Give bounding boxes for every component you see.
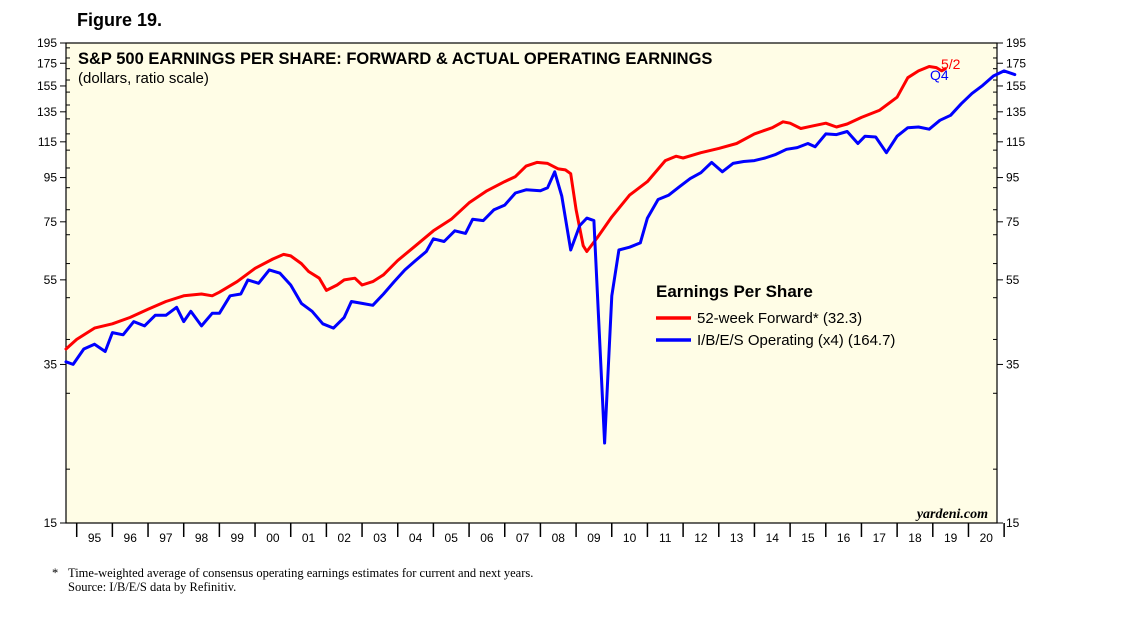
series-line-forward xyxy=(64,65,947,351)
y-tick-label-left: 75 xyxy=(44,215,58,229)
y-tick-label-left: 155 xyxy=(37,79,57,93)
y-tick-label-left: 195 xyxy=(37,36,57,50)
x-tick-label: 18 xyxy=(908,531,922,545)
x-tick-label: 05 xyxy=(445,531,459,545)
x-tick-label: 00 xyxy=(266,531,280,545)
watermark: yardeni.com xyxy=(915,507,988,522)
eps-line-chart: 15 15 35 35 55 55 75 75 95 95 115 115 135 135 155 155 17… xyxy=(37,36,1026,545)
legend-label-operating: I/B/E/S Operating (x4) (164.7) xyxy=(697,332,895,349)
series-layer xyxy=(64,65,1017,445)
x-tick-label: 95 xyxy=(88,531,102,545)
y-tick-label-right: 175 xyxy=(1006,56,1026,70)
y-tick-label-left: 35 xyxy=(44,357,58,371)
footnote-line-2: Source: I/B/E/S data by Refinitiv. xyxy=(52,580,533,594)
x-tick-label: 08 xyxy=(552,531,566,545)
x-tick-label: 12 xyxy=(694,531,708,545)
x-tick-label: 09 xyxy=(587,531,601,545)
series-end-label-forward: 5/2 xyxy=(941,56,961,72)
x-tick-label: 06 xyxy=(480,531,494,545)
x-tick-label: 02 xyxy=(338,531,352,545)
y-tick-label-left: 15 xyxy=(44,516,58,530)
y-tick-label-left: 55 xyxy=(44,273,58,287)
footnote-text-1: Time-weighted average of consensus opera… xyxy=(68,566,534,580)
y-tick-label-right: 115 xyxy=(1006,135,1025,149)
x-tick-label: 98 xyxy=(195,531,209,545)
footnote-line-1: * Time-weighted average of consensus oper… xyxy=(52,566,533,580)
y-tick-label-left: 95 xyxy=(44,171,58,185)
x-tick-label: 97 xyxy=(159,531,173,545)
y-tick-label-right: 195 xyxy=(1006,36,1026,50)
chart-title: S&P 500 EARNINGS PER SHARE: FORWARD & AC… xyxy=(78,50,712,68)
y-tick-label-left: 175 xyxy=(37,56,57,70)
x-tick-label: 10 xyxy=(623,531,637,545)
x-tick-label: 14 xyxy=(766,531,780,545)
x-tick-label: 07 xyxy=(516,531,530,545)
legend-label-forward: 52-week Forward* (32.3) xyxy=(697,310,862,327)
x-tick-label: 19 xyxy=(944,531,958,545)
y-tick-label-right: 35 xyxy=(1006,357,1020,371)
x-axis-ticks: 95 96 97 98 99 00 01 02 03 04 05 06 07 08 09 10 11 12 13 14… xyxy=(75,523,1005,545)
x-tick-label: 04 xyxy=(409,531,423,545)
plot-area xyxy=(65,42,998,524)
x-tick-label: 15 xyxy=(801,531,815,545)
y-tick-label-right: 75 xyxy=(1006,215,1020,229)
series-line-operating xyxy=(64,69,1017,445)
x-tick-label: 16 xyxy=(837,531,851,545)
y-axis-ticks: 15 15 35 35 55 55 75 75 95 95 115 115 135 135 155 155 17… xyxy=(37,36,1026,530)
x-tick-label: 11 xyxy=(659,531,672,545)
figure-label: Figure 19. xyxy=(77,10,163,30)
series-end-label-operating: Q4 xyxy=(930,67,949,83)
legend-title: Earnings Per Share xyxy=(656,282,813,301)
footnote-star: * xyxy=(52,566,59,580)
x-tick-label: 96 xyxy=(124,531,138,545)
x-tick-label: 20 xyxy=(980,531,994,545)
y-tick-label-right: 15 xyxy=(1006,516,1020,530)
y-tick-label-left: 115 xyxy=(38,135,57,149)
y-tick-label-right: 155 xyxy=(1006,79,1026,93)
footnote: * Time-weighted average of consensus oper… xyxy=(52,566,533,594)
footnote-text-2: Source: I/B/E/S data by Refinitiv. xyxy=(68,580,237,594)
y-tick-label-left: 135 xyxy=(37,105,57,119)
x-tick-label: 01 xyxy=(302,531,316,545)
x-tick-label: 99 xyxy=(231,531,245,545)
y-tick-label-right: 95 xyxy=(1006,171,1020,185)
x-tick-label: 03 xyxy=(373,531,387,545)
chart-subtitle: (dollars, ratio scale) xyxy=(78,70,209,87)
y-tick-label-right: 135 xyxy=(1006,105,1026,119)
x-tick-label: 13 xyxy=(730,531,744,545)
x-tick-label: 17 xyxy=(873,531,887,545)
y-tick-label-right: 55 xyxy=(1006,273,1020,287)
